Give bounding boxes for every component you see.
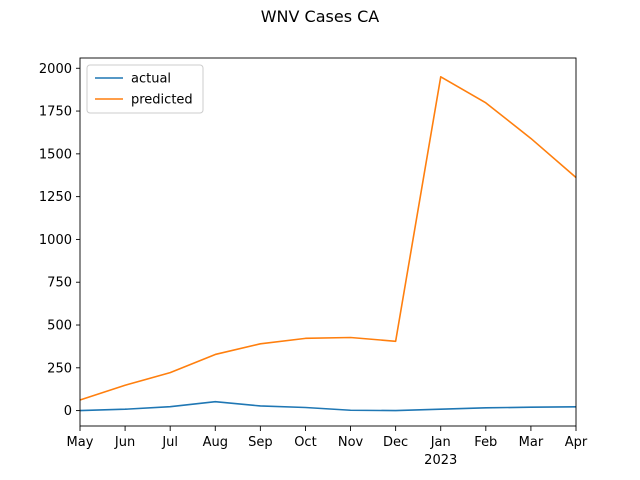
legend-label-actual: actual <box>131 72 171 87</box>
x-tick-label: Nov <box>338 435 364 450</box>
x-tick-label: Jun <box>114 435 135 450</box>
x-tick-label: Feb <box>474 435 497 450</box>
plot-area: 0 250 500 750 1000 1250 1500 1750 2000 May Jun Jul A… <box>39 57 588 468</box>
x-tick-label: Apr <box>565 435 588 450</box>
x-tick-label: May <box>67 435 94 450</box>
y-tick-label: 1000 <box>39 233 72 248</box>
x-tick-label: Oct <box>294 435 316 450</box>
y-tick-label: 500 <box>47 319 72 334</box>
chart-title: WNV Cases CA <box>261 7 380 26</box>
plot-frame <box>79 57 577 427</box>
y-tick-label: 250 <box>47 361 72 376</box>
x-tick-label: Mar <box>519 435 544 450</box>
legend-box <box>86 64 204 114</box>
y-tick-label: 750 <box>47 276 72 291</box>
x-tick-label: Aug <box>203 435 228 450</box>
y-tick-label: 2000 <box>39 62 72 77</box>
y-tick-label: 1500 <box>39 147 72 162</box>
x-tick-label: Dec <box>383 435 408 450</box>
x-tick-label: Jan <box>430 435 451 450</box>
series-line-predicted <box>79 76 577 401</box>
y-tick-label: 1750 <box>39 105 72 120</box>
y-tick-label: 0 <box>64 404 72 419</box>
x-tick-label: Sep <box>248 435 273 450</box>
x-tick-label: Jul <box>161 435 178 450</box>
y-tick-label: 1250 <box>39 190 72 205</box>
series-line-actual <box>79 400 577 412</box>
x-year-label: 2023 <box>424 453 457 468</box>
legend-label-predicted: predicted <box>131 93 193 108</box>
